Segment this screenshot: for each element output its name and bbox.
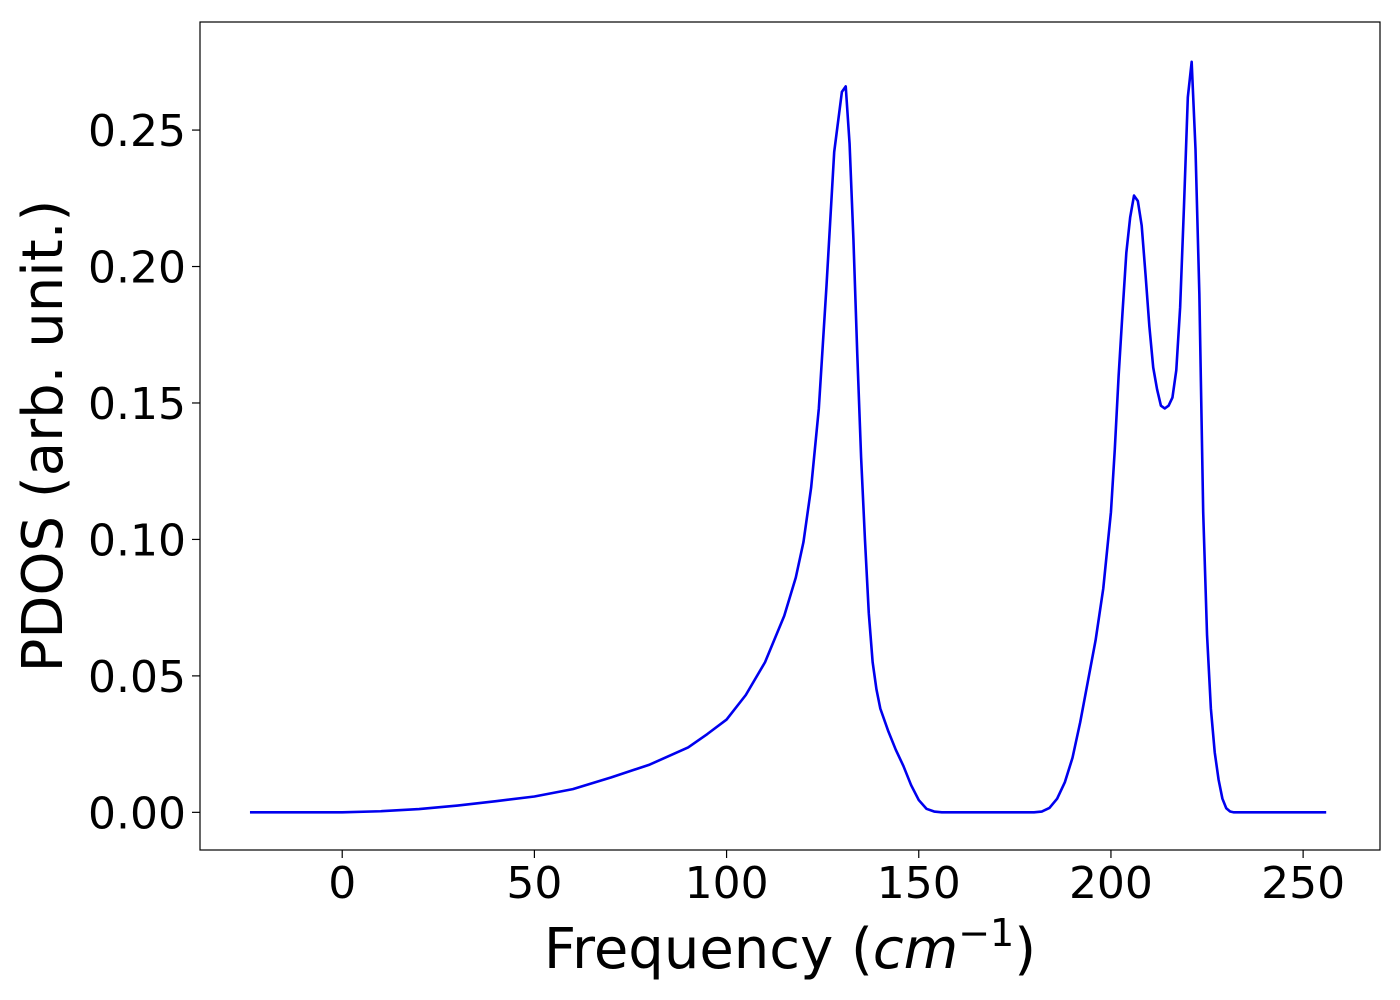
y-tick-label: 0.25 (88, 106, 186, 157)
x-axis-ticks: 0 50 100 150 200 250 (328, 850, 1345, 909)
x-tick-label: 0 (328, 858, 356, 909)
y-axis-label: PDOS (arb. unit.) (11, 200, 76, 673)
x-tick-label: 50 (506, 858, 562, 909)
y-tick-label: 0.20 (88, 243, 186, 294)
x-axis-label-text: Frequency (544, 917, 833, 982)
x-tick-label: 200 (1069, 858, 1153, 909)
x-axis-label-open-paren: ( (833, 917, 873, 982)
plot-area (249, 60, 1327, 814)
series-line-1 (249, 60, 1327, 814)
x-axis-label-unit-exponent: −1 (958, 911, 1014, 955)
x-tick-label: 100 (685, 858, 769, 909)
x-axis-label-unit: cm (873, 917, 958, 982)
y-axis-ticks: 0.00 0.05 0.10 0.15 0.20 0.25 (88, 106, 200, 839)
axes-frame (199, 21, 1381, 851)
y-tick-label: 0.00 (88, 788, 186, 839)
y-tick-label: 0.05 (88, 652, 186, 703)
x-axis-label: Frequency (cm−1) (544, 911, 1036, 982)
x-axis-label-close-paren: ) (1014, 917, 1036, 982)
y-tick-label: 0.10 (88, 515, 186, 566)
x-tick-label: 150 (877, 858, 961, 909)
y-tick-label: 0.15 (88, 379, 186, 430)
x-tick-label: 250 (1261, 858, 1345, 909)
